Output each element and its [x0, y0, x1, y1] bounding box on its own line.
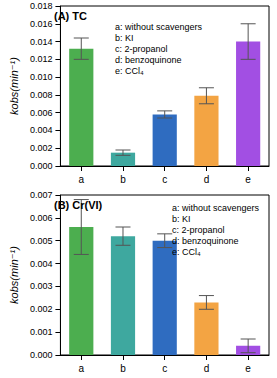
svg-text:0.003: 0.003 [30, 281, 53, 291]
svg-text:0.010: 0.010 [30, 72, 53, 82]
svg-text:0.004: 0.004 [30, 259, 53, 269]
svg-text:e: CCl₄: e: CCl₄ [115, 66, 144, 76]
svg-text:0.000: 0.000 [30, 161, 53, 171]
svg-text:e: e [245, 363, 251, 374]
svg-text:e: e [245, 174, 251, 185]
svg-text:d: benzoquinone: d: benzoquinone [115, 55, 182, 65]
svg-text:kobs(min⁻¹): kobs(min⁻¹) [8, 246, 20, 304]
svg-text:c: 2-propanol: c: 2-propanol [115, 44, 168, 54]
svg-text:0.006: 0.006 [30, 108, 53, 118]
svg-text:c: c [162, 363, 167, 374]
svg-text:0.007: 0.007 [30, 190, 53, 200]
svg-text:d: d [204, 174, 210, 185]
svg-text:0.004: 0.004 [30, 125, 53, 135]
svg-text:c: 2-propanol: c: 2-propanol [172, 225, 225, 235]
svg-text:a: without scavengers: a: without scavengers [172, 203, 260, 213]
svg-text:(B) Cr(VI): (B) Cr(VI) [54, 199, 103, 211]
svg-text:b: b [120, 174, 126, 185]
svg-text:d: benzoquinone: d: benzoquinone [172, 236, 239, 246]
svg-text:d: d [204, 363, 210, 374]
svg-text:0.000: 0.000 [30, 350, 53, 360]
svg-text:b: KI: b: KI [115, 33, 134, 43]
svg-text:0.005: 0.005 [30, 236, 53, 246]
svg-text:(A) TC: (A) TC [54, 10, 87, 22]
svg-text:a: a [78, 174, 84, 185]
svg-text:0.016: 0.016 [30, 19, 53, 29]
svg-text:0.006: 0.006 [30, 213, 53, 223]
svg-text:0.002: 0.002 [30, 143, 53, 153]
svg-text:e: CCl₄: e: CCl₄ [172, 247, 201, 257]
svg-text:a: a [78, 363, 84, 374]
svg-text:a: without scavengers: a: without scavengers [115, 22, 203, 32]
svg-text:0.018: 0.018 [30, 1, 53, 11]
svg-text:0.012: 0.012 [30, 54, 53, 64]
svg-text:b: b [120, 363, 126, 374]
svg-text:0.014: 0.014 [30, 37, 53, 47]
svg-text:kobs(min⁻¹): kobs(min⁻¹) [8, 57, 20, 115]
svg-text:0.001: 0.001 [30, 327, 53, 337]
svg-text:0.002: 0.002 [30, 304, 53, 314]
svg-text:c: c [162, 174, 167, 185]
svg-text:b: KI: b: KI [172, 214, 191, 224]
svg-text:0.008: 0.008 [30, 90, 53, 100]
